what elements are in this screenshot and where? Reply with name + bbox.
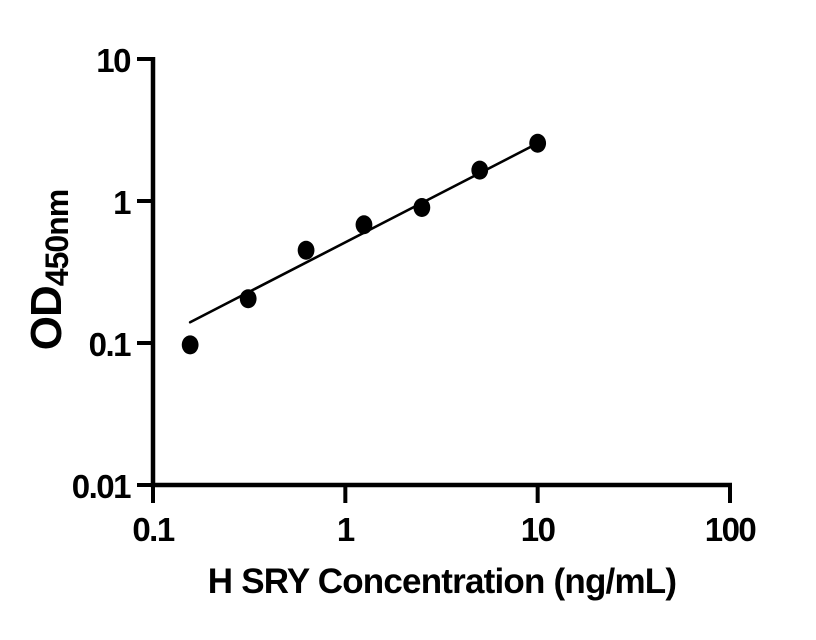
data-point [471,160,489,180]
y-axis-tick-label: 0.01 [72,468,131,505]
x-axis-tick-label: 1 [337,511,355,548]
x-axis-tick-label: 100 [705,511,756,548]
data-point [239,289,257,309]
data-point [529,133,547,153]
y-axis-tick-label: 1 [113,184,131,221]
axis-spine [150,57,732,488]
data-point [181,335,199,355]
y-axis-title: OD450nm [22,189,75,351]
x-axis-tick-label: 0.1 [132,511,175,548]
x-axis-tick-label: 10 [521,511,555,548]
y-axis-tick-label: 0.1 [89,326,132,363]
y-axis-tick-label: 10 [96,42,130,79]
data-point [297,240,315,260]
y-axis-title-subscript: 450nm [39,189,75,287]
y-axis-title-main: OD [22,286,71,351]
data-point [413,197,431,217]
data-point [355,215,373,235]
x-axis-title: H SRY Concentration (ng/mL) [207,562,677,601]
